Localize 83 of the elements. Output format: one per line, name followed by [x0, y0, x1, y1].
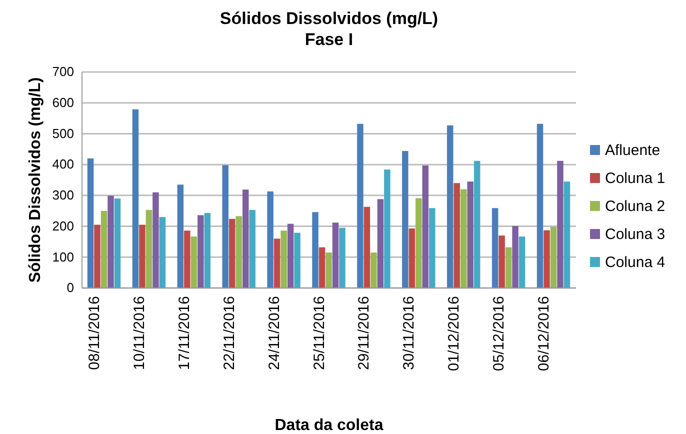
- legend-label: Coluna 4: [605, 254, 666, 271]
- bar: [146, 210, 152, 288]
- x-tick-label: 06/12/2016: [536, 296, 552, 372]
- bar: [332, 222, 339, 288]
- bar: [544, 230, 550, 288]
- y-tick-label: 0: [66, 280, 74, 296]
- bar: [429, 208, 436, 288]
- bar: [249, 210, 256, 288]
- x-tick-label: 22/11/2016: [220, 296, 238, 370]
- bar: [222, 165, 228, 288]
- bar: [505, 247, 512, 288]
- bar: [139, 224, 146, 288]
- bar: [274, 238, 280, 288]
- bar: [267, 191, 274, 288]
- bar: [550, 226, 557, 288]
- y-tick-label: 200: [52, 218, 74, 234]
- y-tick-label: 400: [52, 156, 74, 172]
- bar: [564, 182, 570, 288]
- x-axis-title: Data da coleta: [274, 417, 384, 434]
- y-tick-label: 700: [52, 64, 74, 80]
- legend-label: Coluna 2: [605, 198, 666, 215]
- bar: [492, 208, 498, 288]
- bar: [370, 252, 377, 288]
- bar: [422, 165, 429, 288]
- bar: [557, 160, 564, 288]
- legend-label: Coluna 1: [605, 170, 666, 187]
- y-tick-label: 300: [52, 188, 74, 203]
- bar: [198, 215, 204, 288]
- x-tick-label: 30/11/2016: [400, 296, 418, 370]
- y-tick-label: 500: [52, 126, 74, 141]
- bar: [177, 184, 184, 288]
- legend-label: Afluente: [605, 142, 660, 159]
- y-axis-title: Sólidos Dissolvidos (mg/L): [27, 77, 44, 283]
- bar: [318, 247, 326, 288]
- x-tick-label: 17/11/2016: [176, 296, 193, 370]
- bar: [236, 216, 242, 288]
- bar: [384, 170, 390, 288]
- bar: [132, 109, 139, 288]
- x-tick-label: 29/11/2016: [356, 296, 373, 370]
- bar: [94, 224, 100, 288]
- x-tick-label: 24/11/2016: [266, 296, 283, 370]
- x-tick-label: 10/11/2016: [130, 296, 148, 370]
- bar: [152, 192, 159, 288]
- bar: [536, 124, 544, 288]
- bar: [467, 182, 474, 288]
- bar: [454, 183, 460, 288]
- bar: [184, 230, 190, 288]
- bar: [294, 232, 300, 288]
- bar: [114, 198, 121, 288]
- y-tick-label: 100: [52, 249, 74, 264]
- bar: [190, 236, 198, 288]
- bar: [242, 190, 249, 288]
- bar: [357, 124, 364, 288]
- bar: [280, 230, 287, 288]
- bar: [204, 213, 211, 288]
- bar: [108, 196, 114, 288]
- bar: [498, 236, 505, 288]
- bar: [228, 218, 236, 288]
- bar: [512, 226, 518, 288]
- legend-label: Coluna 3: [605, 226, 666, 243]
- bar: [364, 206, 370, 288]
- y-tick-label: 600: [52, 95, 74, 110]
- bar: [446, 125, 454, 288]
- bar: [87, 158, 94, 288]
- bar: [474, 160, 480, 288]
- bar: [312, 212, 318, 288]
- x-tick-label: 08/11/2016: [86, 296, 103, 370]
- bar: [159, 217, 166, 288]
- bar: [402, 150, 408, 288]
- chart-title: Sólidos Dissolvidos (mg/L): [220, 9, 438, 28]
- x-tick-label: 05/12/2016: [490, 296, 508, 372]
- bar: [326, 252, 332, 288]
- x-tick-label: 25/11/2016: [310, 296, 328, 370]
- bar: [339, 228, 346, 288]
- bar: [287, 224, 294, 288]
- chart-subtitle: Fase I: [304, 30, 354, 49]
- bar: [100, 210, 108, 288]
- bar: [416, 198, 422, 288]
- bar: [408, 228, 416, 288]
- x-tick-label: 01/12/2016: [446, 296, 463, 372]
- bar: [460, 189, 467, 288]
- bar: [518, 236, 526, 288]
- bar: [377, 199, 384, 288]
